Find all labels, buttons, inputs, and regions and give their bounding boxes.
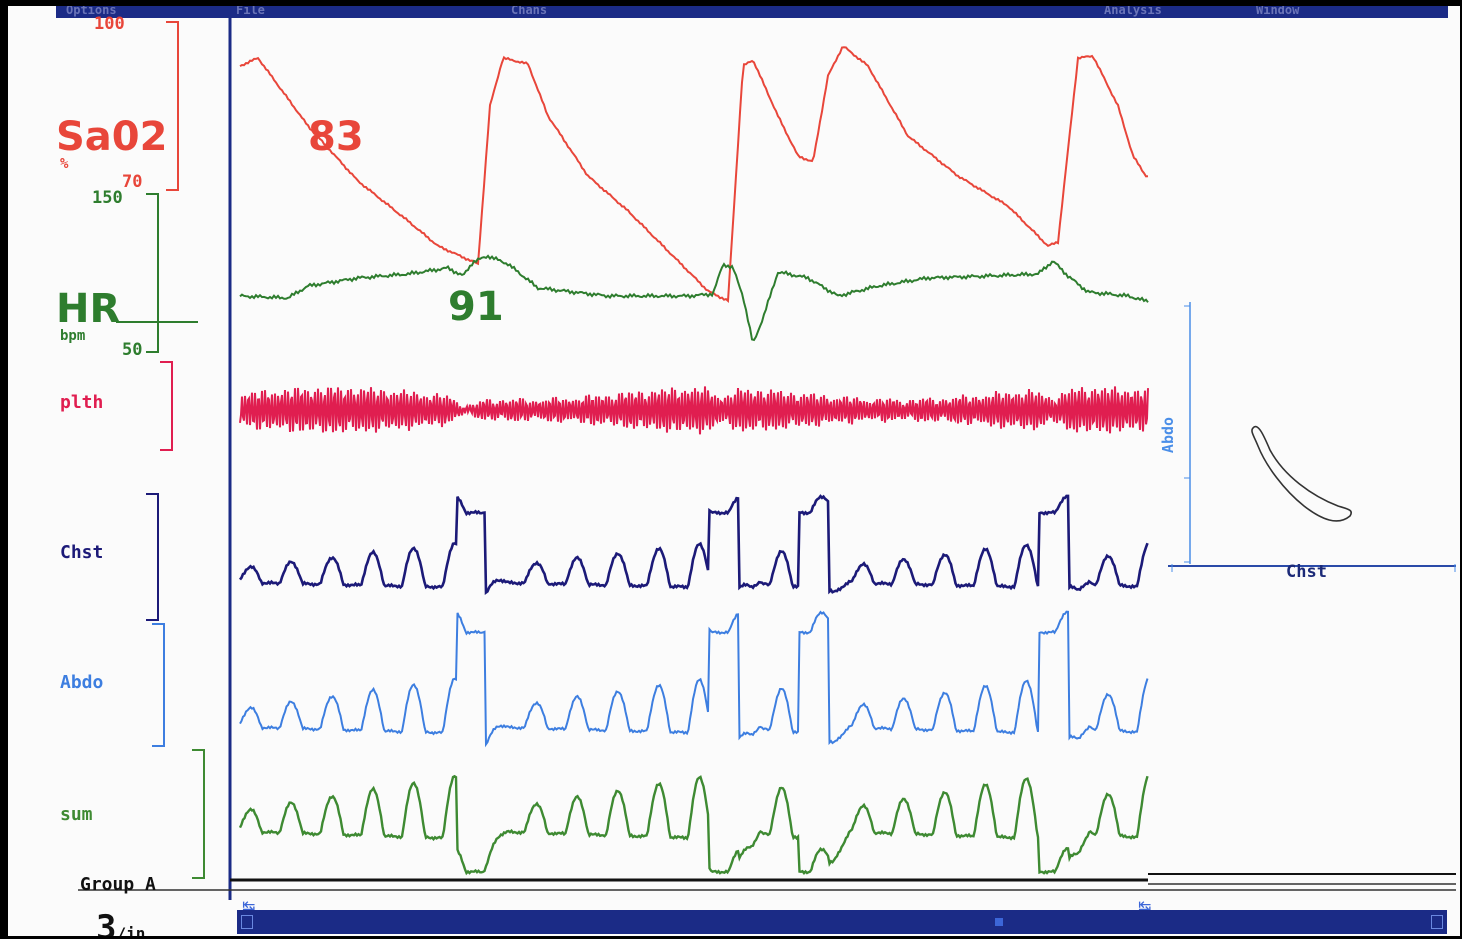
sao2-scale-max: 100 xyxy=(94,14,125,34)
pleth-trace xyxy=(239,386,1149,435)
abdo-trace xyxy=(239,610,1149,748)
timebase-value: 3 xyxy=(96,908,117,936)
sao2-unit: % xyxy=(60,156,69,172)
timebase-readout: 3/in xyxy=(96,908,145,936)
event-channel-label: Group A xyxy=(80,874,156,895)
sao2-trace xyxy=(239,46,1149,304)
hr-value: 91 xyxy=(448,284,504,330)
chest-scale-bracket xyxy=(146,493,159,621)
menu-bar: Options File Chans Analysis Window xyxy=(56,6,1448,18)
chest-trace xyxy=(238,494,1149,596)
signal-canvas: ↹ ↹ xyxy=(78,14,1456,916)
hr-unit: bpm xyxy=(60,328,86,344)
hr-scale-min: 50 xyxy=(122,340,143,360)
sao2-value: 83 xyxy=(308,114,364,160)
timebase-unit: /in xyxy=(116,924,146,936)
menu-item-options[interactable]: Options xyxy=(66,6,117,17)
sao2-label: Sa02 xyxy=(56,114,168,160)
scroll-left-button[interactable] xyxy=(241,915,253,929)
scroll-thumb[interactable] xyxy=(995,918,1003,926)
hr-label: HR xyxy=(56,286,121,332)
sao2-scale-min: 70 xyxy=(122,172,143,192)
menu-item-chans[interactable]: Chans xyxy=(511,6,548,17)
xy-y-axis-label: Abdo xyxy=(1159,416,1178,454)
sum-scale-bracket xyxy=(192,749,205,879)
sum-label: sum xyxy=(60,804,93,825)
polysomnography-screen: Options File Chans Analysis Window ↹ ↹ xyxy=(8,6,1460,936)
menu-item-window[interactable]: Window xyxy=(1256,6,1300,17)
pleth-label: plth xyxy=(60,392,104,413)
sum-trace xyxy=(238,774,1149,876)
scroll-right-button[interactable] xyxy=(1431,915,1443,929)
menu-item-file[interactable]: File xyxy=(236,6,265,17)
horizontal-scrollbar[interactable] xyxy=(237,910,1447,934)
menu-item-analysis[interactable]: Analysis xyxy=(1104,6,1162,17)
hr-scale-max: 150 xyxy=(92,188,123,208)
abdo-scale-bracket xyxy=(152,623,165,747)
abdo-label: Abdo xyxy=(60,672,104,693)
xy-axis-ticks xyxy=(1171,305,1456,572)
pleth-scale-bracket xyxy=(160,361,173,451)
xy-x-axis-label: Chst xyxy=(1286,562,1327,582)
hr-scale-bracket xyxy=(146,193,159,353)
xy-loop-panel xyxy=(1168,302,1456,572)
xy-loop-trace xyxy=(1251,425,1353,522)
sao2-scale-bracket xyxy=(166,21,179,191)
hr-trace xyxy=(239,254,1149,342)
chest-label: Chst xyxy=(60,542,104,563)
